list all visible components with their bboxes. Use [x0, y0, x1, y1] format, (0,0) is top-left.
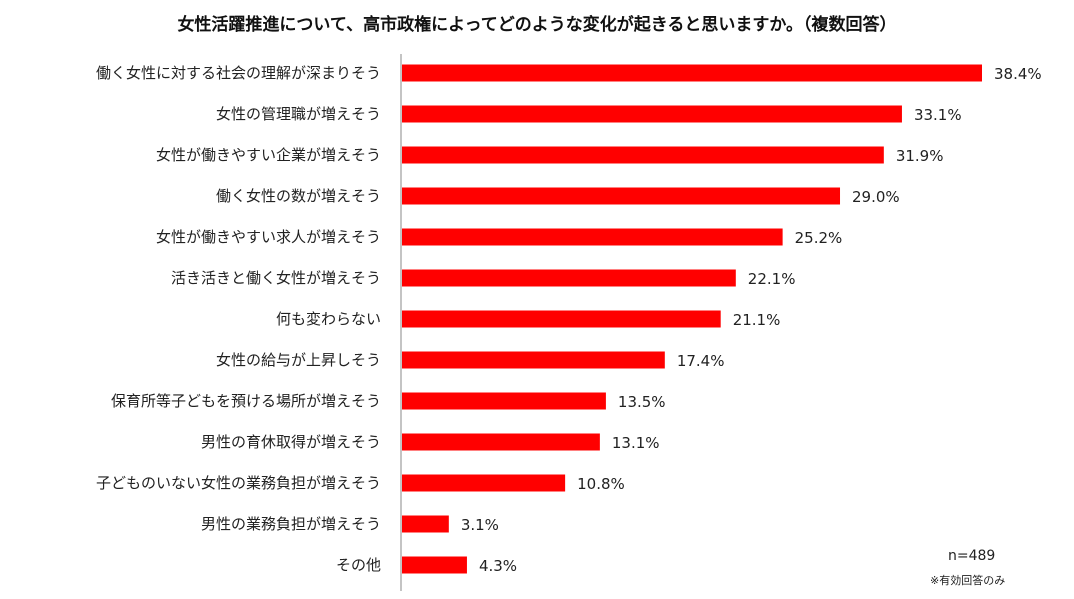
bar — [402, 556, 467, 574]
value-label: 10.8% — [577, 475, 625, 493]
bar — [402, 474, 566, 492]
value-label: 25.2% — [795, 229, 843, 247]
sample-size-label: n=489 — [948, 548, 996, 564]
chart-title: 女性活躍推進について、高市政権によってどのような変化が起きると思いますか。（複数… — [177, 15, 897, 35]
value-label: 38.4% — [994, 65, 1042, 83]
value-label: 33.1% — [914, 106, 962, 124]
value-label: 22.1% — [748, 270, 796, 288]
bar — [402, 228, 783, 246]
bar — [402, 105, 902, 123]
category-label: 活き活きと働く女性が増えそう — [171, 269, 381, 287]
category-label: 男性の業務負担が増えそう — [201, 515, 381, 533]
value-label: 3.1% — [461, 516, 499, 534]
bar — [402, 187, 841, 205]
category-label: 何も変わらない — [276, 310, 381, 328]
value-label: 13.5% — [618, 393, 666, 411]
bar — [402, 64, 982, 82]
value-label: 21.1% — [733, 311, 781, 329]
category-label: 子どものいない女性の業務負担が増えそう — [96, 474, 381, 492]
bar — [402, 392, 606, 410]
category-label: 働く女性に対する社会の理解が深まりそう — [96, 64, 381, 82]
value-label: 29.0% — [852, 188, 900, 206]
category-label: 男性の育休取得が増えそう — [201, 433, 381, 451]
value-label: 4.3% — [479, 557, 517, 575]
bar — [402, 146, 884, 164]
category-label: 女性が働きやすい企業が増えそう — [156, 146, 381, 164]
category-label: 女性の給与が上昇しそう — [216, 351, 381, 369]
bar — [402, 269, 736, 287]
category-label: 働く女性の数が増えそう — [216, 187, 381, 205]
category-label: 保育所等子どもを預ける場所が増えそう — [111, 392, 381, 410]
category-label: 女性の管理職が増えそう — [216, 105, 381, 123]
bar — [402, 433, 600, 451]
footnote: ※有効回答のみ — [930, 574, 1006, 587]
value-label: 31.9% — [896, 147, 944, 165]
bar — [402, 515, 449, 533]
value-label: 13.1% — [612, 434, 660, 452]
category-label: その他 — [336, 556, 381, 574]
bar — [402, 310, 721, 328]
category-label: 女性が働きやすい求人が増えそう — [156, 228, 381, 246]
bar — [402, 351, 665, 369]
value-label: 17.4% — [677, 352, 725, 370]
